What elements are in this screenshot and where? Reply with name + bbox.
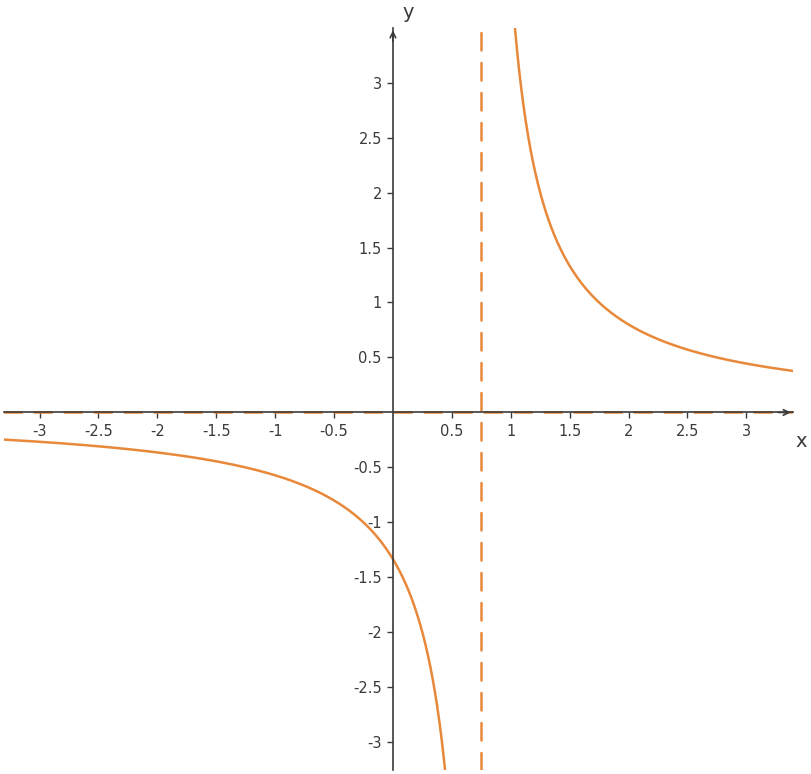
Text: x: x [796,432,807,451]
Text: y: y [402,3,414,22]
